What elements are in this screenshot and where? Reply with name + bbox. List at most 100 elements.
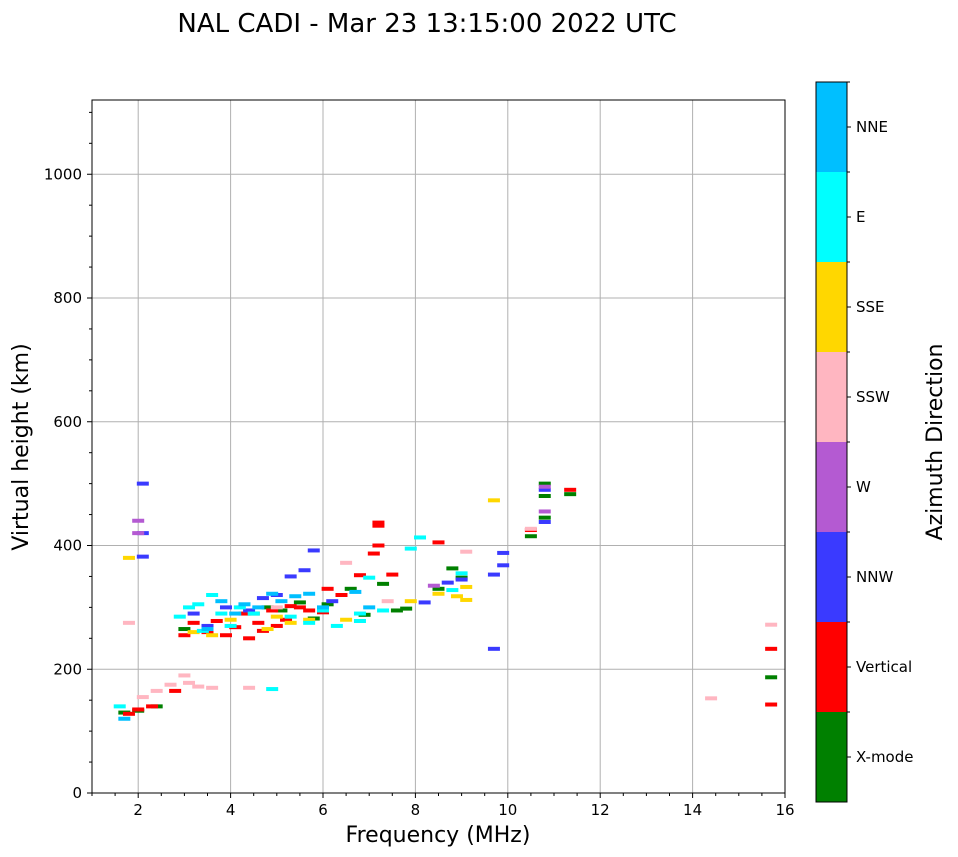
data-point-nnw (487, 646, 500, 651)
data-point-sse (303, 617, 316, 622)
data-point-e (183, 605, 196, 610)
colorbar-category-label: X-mode (856, 748, 913, 766)
y-axis-label: Virtual height (km) (9, 343, 34, 550)
data-point-nnw (418, 600, 431, 605)
data-point-vertical (178, 633, 191, 638)
data-point-w (538, 484, 551, 489)
data-point-sse (206, 633, 219, 638)
data-point-e (455, 571, 468, 576)
data-point-ssw (340, 560, 353, 565)
x-axis-ticks: 2 4 6 8 10 12 14 16 (91, 793, 795, 819)
data-point-vertical (303, 608, 316, 613)
data-point-ssw (460, 549, 473, 554)
data-point-nnw (243, 608, 256, 613)
colorbar-segment (816, 352, 847, 442)
data-point-e (224, 623, 237, 628)
x-tick-label: 8 (411, 801, 421, 819)
data-point-x-mode (432, 586, 445, 591)
data-point-ssw (178, 673, 191, 678)
data-point-e (446, 588, 459, 593)
x-tick-label: 4 (226, 801, 236, 819)
y-axis-ticks: 0 200 400 600 800 1000 (44, 111, 92, 802)
data-point-vertical (765, 702, 778, 707)
data-point-sse (187, 630, 200, 635)
data-point-x-mode (524, 534, 537, 539)
data-point-vertical (243, 636, 256, 641)
data-point-vertical (280, 617, 293, 622)
colorbar-segment (816, 172, 847, 262)
data-point-vertical (321, 586, 334, 591)
data-point-nnw (497, 563, 510, 568)
data-point-vertical (252, 620, 265, 625)
data-point-nnw (219, 605, 232, 610)
data-point-x-mode (538, 481, 551, 486)
colorbar-category-label: SSE (856, 298, 885, 316)
grid-lines (92, 100, 785, 793)
data-point-e (173, 614, 186, 619)
data-point-nnw (538, 487, 551, 492)
data-point-sse (404, 599, 417, 604)
data-point-ssw (206, 685, 219, 690)
data-point-vertical (372, 543, 385, 548)
colorbar-category-label: SSW (856, 388, 890, 406)
data-point-vertical (386, 572, 399, 577)
colorbar-segment (816, 712, 847, 802)
data-point-e (353, 611, 366, 616)
data-point-e (377, 608, 390, 613)
chart-title: NAL CADI - Mar 23 13:15:00 2022 UTC (177, 9, 676, 39)
data-point-e (206, 593, 219, 597)
data-point-nnw (256, 596, 269, 601)
data-point-vertical (146, 704, 159, 709)
data-point-nnw (538, 519, 551, 524)
data-point-sse (432, 591, 445, 596)
data-point-e (353, 618, 366, 623)
y-tick-label: 400 (53, 537, 82, 555)
x-axis-label: Frequency (MHz) (346, 823, 531, 848)
colorbar-segment (816, 442, 847, 532)
data-point-ssw (122, 620, 135, 625)
data-point-nnw (201, 623, 214, 628)
data-point-vertical (372, 523, 385, 528)
data-point-nne (363, 605, 376, 610)
data-point-vertical (132, 707, 145, 712)
y-tick-label: 200 (53, 660, 82, 678)
data-point-nne (229, 611, 242, 616)
data-point-sse (122, 555, 135, 560)
data-point-vertical (270, 623, 283, 628)
colorbar-label: Azimuth Direction (923, 343, 948, 540)
data-point-nnw (497, 550, 510, 555)
x-tick-label: 6 (318, 801, 328, 819)
data-point-sse (224, 617, 237, 622)
x-tick-label: 10 (498, 801, 517, 819)
data-point-vertical (219, 633, 232, 638)
data-point-nnw (298, 568, 311, 573)
data-point-vertical (367, 551, 380, 556)
data-point-ssw (136, 695, 149, 700)
data-point-x-mode (538, 515, 551, 520)
x-tick-label: 2 (133, 801, 143, 819)
data-point-vertical (293, 605, 306, 610)
colorbar-category-label: E (856, 208, 865, 226)
data-point-nne (118, 716, 131, 721)
data-point-e (330, 623, 343, 628)
data-points (113, 481, 778, 721)
azimuth-colorbar: X-mode Vertical NNW W SSW SSE E NNE (815, 81, 913, 803)
data-point-sse (261, 627, 274, 632)
x-tick-label: 14 (683, 801, 702, 819)
data-point-nne (275, 599, 288, 604)
colorbar-segment (816, 622, 847, 712)
plot-background (92, 100, 785, 793)
data-point-e (404, 546, 417, 551)
data-point-vertical (284, 604, 297, 609)
data-point-vertical (266, 608, 279, 613)
y-tick-label: 1000 (44, 165, 82, 183)
y-tick-label: 600 (53, 413, 82, 431)
data-point-x-mode (344, 586, 357, 591)
data-point-vertical (169, 688, 182, 693)
data-point-nne (317, 605, 329, 610)
x-tick-label: 12 (591, 801, 610, 819)
data-point-nne (289, 594, 302, 599)
data-point-sse (270, 614, 283, 619)
data-point-nne (303, 591, 316, 596)
data-point-vertical (187, 620, 200, 625)
